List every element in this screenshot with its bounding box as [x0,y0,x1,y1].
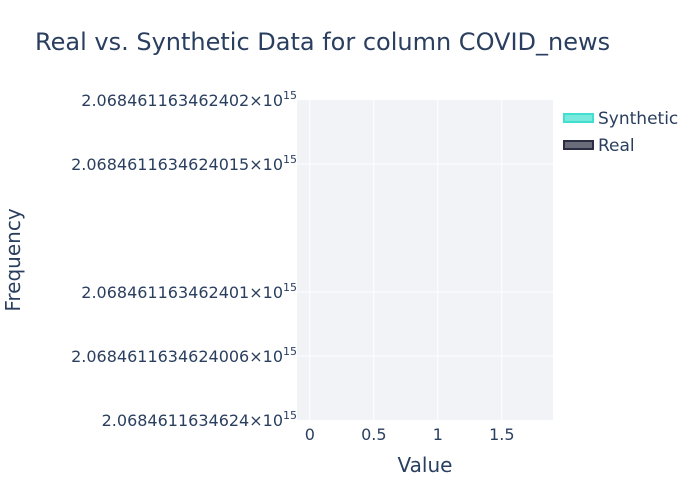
y-tick-label: 2.0684611634624×1015 [102,409,297,430]
x-axis-ticks: 0 0.5 1 1.5 [305,425,515,444]
x-tick-label: 1.5 [489,425,514,444]
y-axis-ticks: 2.068461163462402×1015 2.0684611634624015… [71,89,297,430]
y-tick-label: 2.068461163462402×1015 [81,89,297,110]
y-tick-label: 2.068461163462401×1015 [81,281,297,302]
x-tick-label: 0 [305,425,315,444]
x-axis-label: Value [398,453,453,477]
plot-area [297,100,553,420]
legend-swatch [563,113,594,123]
chart-title: Real vs. Synthetic Data for column COVID… [35,28,610,56]
legend-swatch [563,140,594,150]
legend[interactable]: Synthetic Real [563,109,678,156]
y-tick-label: 2.0684611634624015×1015 [71,153,297,174]
x-tick-label: 0.5 [361,425,386,444]
x-tick-label: 1 [433,425,443,444]
grid [297,100,553,420]
legend-item-label[interactable]: Synthetic [598,109,678,129]
legend-item-label[interactable]: Real [598,136,635,156]
y-tick-label: 2.0684611634624006×1015 [71,345,297,366]
y-axis-label: Frequency [1,208,25,311]
